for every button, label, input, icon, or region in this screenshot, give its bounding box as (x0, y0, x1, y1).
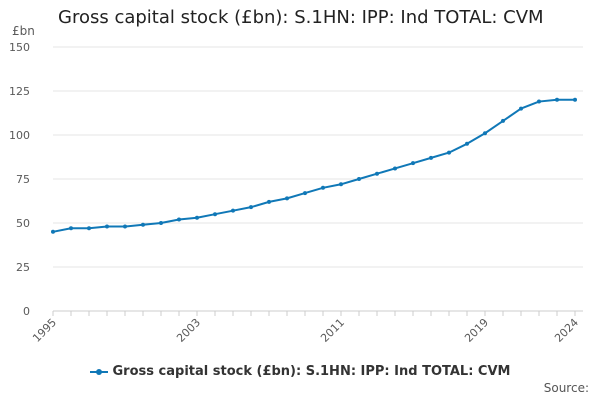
data-point (321, 185, 325, 190)
y-tick-label: 75 (16, 173, 30, 186)
data-point (285, 196, 289, 201)
chart-title: Gross capital stock (£bn): S.1HN: IPP: I… (58, 7, 544, 28)
data-point (303, 191, 307, 196)
data-point (393, 166, 397, 171)
data-point (267, 199, 271, 204)
y-tick-label: 50 (16, 217, 30, 230)
data-point (141, 222, 145, 227)
y-tick-label: 100 (9, 129, 30, 142)
data-point (411, 161, 415, 166)
x-tick-label: 2024 (552, 316, 581, 345)
data-point (375, 171, 379, 176)
data-point (573, 97, 577, 102)
data-point (159, 221, 163, 225)
y-tick-label: 25 (16, 261, 30, 274)
legend[interactable]: Gross capital stock (£bn): S.1HN: IPP: I… (0, 364, 600, 379)
data-point (339, 182, 343, 187)
y-tick-label: 125 (9, 85, 30, 98)
axes: 0 25 50 75 100 125 150 1995 2003 2011 2019 2024 (9, 41, 583, 345)
source-label: Source: (543, 381, 589, 395)
data-point (123, 224, 127, 229)
y-tick-label: 150 (9, 41, 30, 54)
x-tick-label: 1995 (30, 316, 59, 345)
y-tick-label: 0 (23, 305, 30, 318)
data-point (213, 212, 217, 217)
x-tick-label: 2019 (462, 316, 491, 345)
data-point (69, 226, 73, 231)
data-point (177, 217, 181, 222)
legend-swatch (89, 367, 108, 377)
data-point (195, 215, 199, 220)
data-point (87, 226, 91, 231)
data-point (501, 118, 505, 123)
data-point (105, 224, 109, 229)
data-point (249, 205, 253, 210)
x-tick-label: 2011 (318, 316, 347, 345)
y-axis-unit-label: £bn (12, 24, 35, 38)
data-point (447, 150, 451, 155)
series-line (52, 98, 575, 233)
data-point (231, 208, 235, 213)
data-point (555, 97, 559, 102)
data-point (483, 131, 487, 136)
x-tick-label: 2003 (174, 316, 203, 345)
gridlines (53, 46, 583, 268)
legend-label: Gross capital stock (£bn): S.1HN: IPP: I… (112, 364, 511, 379)
data-point (519, 106, 523, 111)
data-point (465, 141, 469, 146)
data-point (357, 177, 361, 181)
data-point (537, 99, 541, 104)
data-series (51, 97, 577, 234)
data-point (429, 155, 433, 160)
data-point (51, 229, 55, 234)
